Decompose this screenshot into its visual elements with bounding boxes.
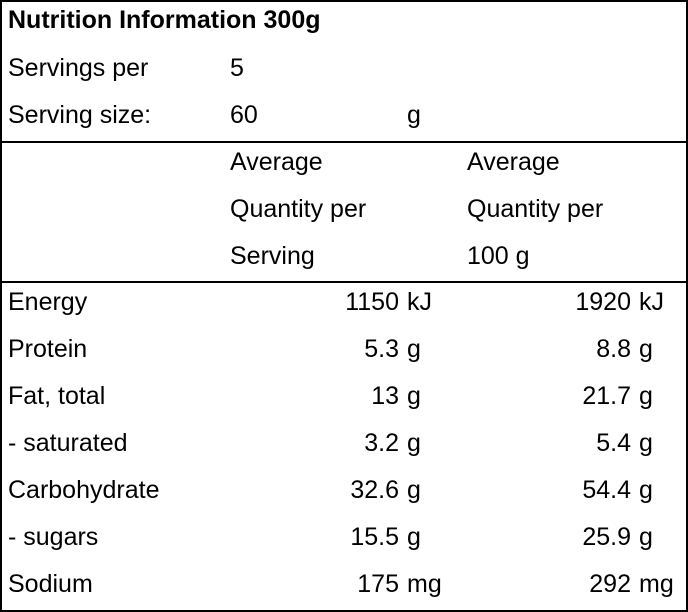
unit: g bbox=[639, 523, 653, 551]
unit: g bbox=[407, 476, 421, 504]
unit: mg bbox=[639, 570, 674, 598]
column-header: Average bbox=[467, 148, 560, 176]
nutrient-name: Fat, total bbox=[8, 382, 106, 410]
per-100g: 292 bbox=[589, 570, 631, 598]
unit: g bbox=[639, 429, 653, 457]
unit: g bbox=[407, 523, 421, 551]
nutrient-name: Energy bbox=[8, 288, 88, 316]
unit: g bbox=[639, 382, 653, 410]
value: 5 bbox=[230, 54, 244, 82]
label: Serving size: bbox=[8, 101, 152, 129]
per-serving: 13 bbox=[371, 382, 399, 410]
unit: kJ bbox=[407, 288, 432, 316]
value: 60 bbox=[230, 101, 258, 129]
unit: g bbox=[407, 429, 421, 457]
per-serving: 1150 bbox=[345, 288, 399, 316]
column-header: Average bbox=[230, 148, 323, 176]
unit: g bbox=[407, 382, 421, 410]
label: Servings per bbox=[8, 54, 149, 82]
unit: g bbox=[407, 101, 421, 129]
unit: mg bbox=[407, 570, 442, 598]
column-header: 100 g bbox=[467, 242, 530, 270]
unit: g bbox=[639, 335, 653, 363]
nutrient-name: Sodium bbox=[8, 570, 93, 598]
divider bbox=[2, 281, 686, 283]
per-serving: 15.5 bbox=[350, 523, 399, 551]
per-100g: 54.4 bbox=[582, 476, 631, 504]
unit: g bbox=[407, 335, 421, 363]
per-100g: 5.4 bbox=[596, 429, 631, 457]
per-100g: 1920 bbox=[575, 288, 631, 316]
per-100g: 21.7 bbox=[582, 382, 631, 410]
nutrient-name: - saturated bbox=[8, 429, 128, 457]
column-header: Quantity per bbox=[230, 195, 367, 223]
unit: g bbox=[639, 476, 653, 504]
nutrient-name: Protein bbox=[8, 335, 88, 363]
per-100g: 25.9 bbox=[582, 523, 631, 551]
column-header: Quantity per bbox=[467, 195, 604, 223]
nutrient-name: Carbohydrate bbox=[8, 476, 160, 504]
unit: kJ bbox=[639, 288, 664, 316]
nutrient-name: - sugars bbox=[8, 523, 99, 551]
title: Nutrition Information 300g bbox=[8, 6, 321, 34]
divider bbox=[2, 141, 686, 143]
per-serving: 3.2 bbox=[364, 429, 399, 457]
per-100g: 8.8 bbox=[596, 335, 631, 363]
column-header: Serving bbox=[230, 242, 315, 270]
per-serving: 32.6 bbox=[350, 476, 399, 504]
per-serving: 175 bbox=[357, 570, 399, 598]
per-serving: 5.3 bbox=[364, 335, 399, 363]
